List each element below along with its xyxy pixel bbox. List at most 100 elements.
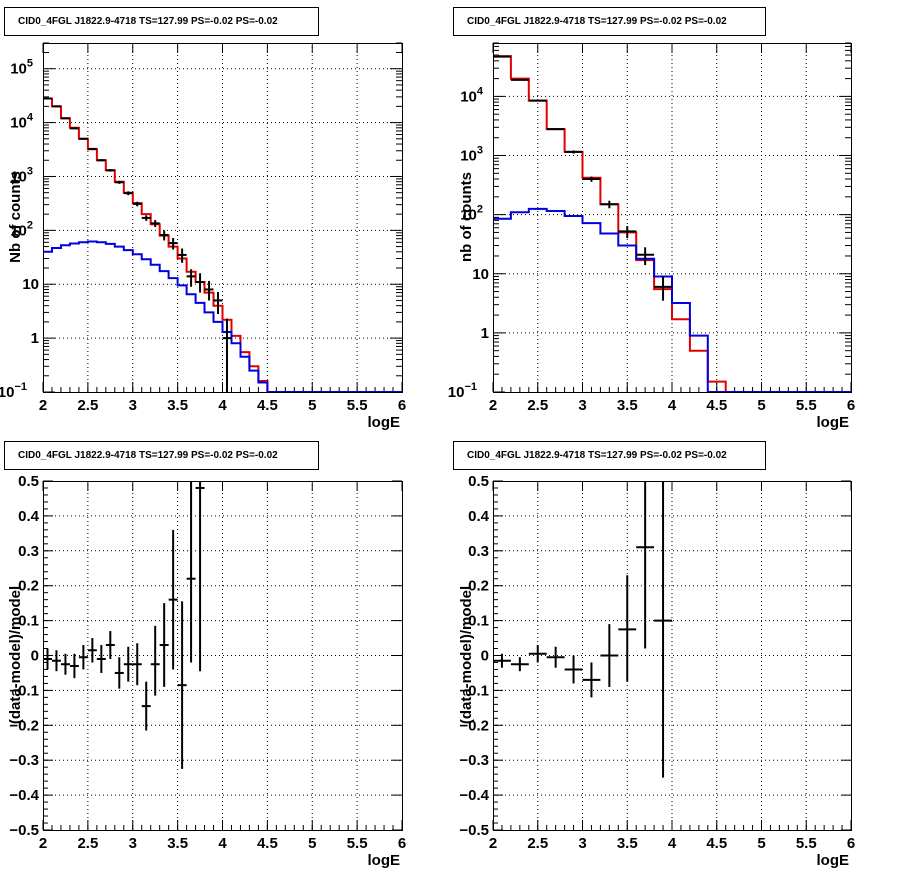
x-tick-label: 2 <box>39 397 47 414</box>
x-tick-label: 2.5 <box>527 397 548 414</box>
y-tick-label: 10−1 <box>0 381 27 401</box>
y-tick-label: 10−1 <box>448 381 477 401</box>
x-tick-label: 3.5 <box>617 835 638 852</box>
x-tick-label: 4.5 <box>257 397 278 414</box>
x-tick-label: 4.5 <box>706 835 727 852</box>
x-tick-label: 6 <box>398 397 406 414</box>
y-tick-label: 105 <box>10 58 33 78</box>
y-tick-label: 0.2 <box>18 578 39 595</box>
x-tick-label: 5.5 <box>796 835 817 852</box>
plot-frame <box>43 481 403 831</box>
y-axis-label: nb of counts <box>458 172 475 262</box>
y-tick-label: 104 <box>10 112 34 132</box>
y-tick-label: 0.1 <box>18 613 39 630</box>
panel-1: CID0_4FGL J1822.9-4718 TS=127.99 PS=-0.0… <box>0 7 406 431</box>
y-tick-label: −0.2 <box>459 717 489 734</box>
y-tick-label: −0.4 <box>459 787 489 804</box>
plot-frame <box>493 43 852 393</box>
x-tick-label: 2 <box>489 397 497 414</box>
y-axis-label: (data-model)/model <box>7 586 24 724</box>
x-tick-label: 3.5 <box>167 835 188 852</box>
x-axis-label: logE <box>368 852 401 869</box>
x-tick-label: 6 <box>398 835 406 852</box>
y-tick-label: 1 <box>31 330 39 347</box>
plot-frame <box>43 43 403 393</box>
x-tick-label: 5 <box>757 835 765 852</box>
x-tick-label: 5.5 <box>347 835 368 852</box>
x-axis-label: logE <box>817 852 850 869</box>
y-tick-label: 0.4 <box>18 508 40 525</box>
y-axis-label: (data-model)/model <box>458 586 475 724</box>
y-tick-label: 0.5 <box>18 473 39 490</box>
y-tick-label: 103 <box>10 165 33 185</box>
chart-title: CID0_4FGL J1822.9-4718 TS=127.99 PS=-0.0… <box>18 450 278 461</box>
x-tick-label: 2 <box>489 835 497 852</box>
x-tick-label: 4 <box>218 397 227 414</box>
x-tick-label: 2.5 <box>527 835 548 852</box>
panel-4: CID0_4FGL J1822.9-4718 TS=127.99 PS=-0.0… <box>453 441 855 869</box>
y-tick-label: 1 <box>481 325 489 342</box>
y-tick-label: 0.1 <box>468 613 489 630</box>
plot-frame <box>493 481 852 831</box>
x-tick-label: 3.5 <box>617 397 638 414</box>
y-tick-label: 0.4 <box>468 508 490 525</box>
x-tick-label: 3.5 <box>167 397 188 414</box>
title-box <box>453 441 766 470</box>
x-tick-label: 6 <box>847 397 855 414</box>
x-tick-label: 5.5 <box>796 397 817 414</box>
x-tick-label: 2.5 <box>77 835 98 852</box>
x-tick-label: 5 <box>308 835 316 852</box>
x-tick-label: 4 <box>668 835 677 852</box>
x-tick-label: 5 <box>757 397 765 414</box>
y-tick-label: 102 <box>10 219 33 239</box>
x-tick-label: 2.5 <box>77 397 98 414</box>
x-tick-label: 5.5 <box>347 397 368 414</box>
y-axis-label: Nb of counts <box>7 171 24 263</box>
title-box <box>4 441 319 470</box>
x-axis-label: logE <box>817 414 850 431</box>
y-tick-label: −0.1 <box>9 682 39 699</box>
y-tick-label: 0.3 <box>18 543 39 560</box>
chart-title: CID0_4FGL J1822.9-4718 TS=127.99 PS=-0.0… <box>467 450 727 461</box>
x-tick-label: 2 <box>39 835 47 852</box>
y-tick-label: 0.2 <box>468 578 489 595</box>
panel-2: CID0_4FGL J1822.9-4718 TS=127.99 PS=-0.0… <box>448 7 855 431</box>
plot-area <box>493 55 851 393</box>
x-tick-label: 3 <box>129 397 137 414</box>
title-box <box>4 7 319 36</box>
y-tick-label: −0.1 <box>459 682 489 699</box>
y-tick-label: 10 <box>472 266 489 283</box>
series-1-histogram <box>493 55 851 393</box>
panel-3: CID0_4FGL J1822.9-4718 TS=127.99 PS=-0.0… <box>4 441 406 869</box>
y-tick-label: −0.4 <box>9 787 39 804</box>
x-tick-label: 6 <box>847 835 855 852</box>
y-tick-label: −0.3 <box>9 752 39 769</box>
x-tick-label: 3 <box>578 397 586 414</box>
y-tick-label: 0 <box>31 648 39 665</box>
y-tick-label: −0.5 <box>459 822 489 839</box>
y-tick-label: 10 <box>22 276 39 293</box>
y-tick-label: 104 <box>460 85 484 105</box>
y-tick-label: −0.5 <box>9 822 39 839</box>
x-tick-label: 5 <box>308 397 316 414</box>
y-tick-label: 103 <box>460 145 483 165</box>
y-tick-label: 0.5 <box>468 473 489 490</box>
series-2-histogram <box>493 207 851 393</box>
chart-title: CID0_4FGL J1822.9-4718 TS=127.99 PS=-0.0… <box>18 16 278 27</box>
x-axis-label: logE <box>368 414 401 431</box>
y-tick-label: 0.3 <box>468 543 489 560</box>
y-tick-label: 102 <box>460 204 483 224</box>
x-tick-label: 3 <box>129 835 137 852</box>
x-tick-label: 4 <box>218 835 227 852</box>
y-tick-label: 0 <box>481 648 489 665</box>
y-tick-label: −0.2 <box>9 717 39 734</box>
chart-title: CID0_4FGL J1822.9-4718 TS=127.99 PS=-0.0… <box>467 16 727 27</box>
plot-area <box>43 481 205 769</box>
x-tick-label: 4 <box>668 397 677 414</box>
x-tick-label: 3 <box>578 835 586 852</box>
x-tick-label: 4.5 <box>257 835 278 852</box>
x-tick-label: 4.5 <box>706 397 727 414</box>
title-box <box>453 7 766 36</box>
